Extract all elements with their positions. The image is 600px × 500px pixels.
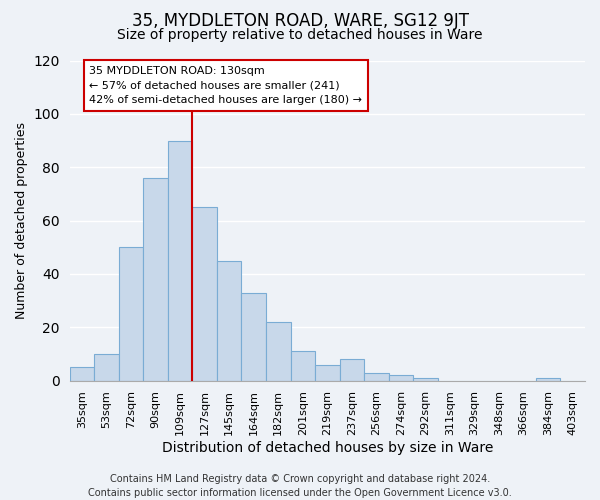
Bar xyxy=(168,140,193,380)
Bar xyxy=(70,368,94,380)
Bar xyxy=(340,360,364,380)
Bar xyxy=(119,247,143,380)
Text: Contains HM Land Registry data © Crown copyright and database right 2024.
Contai: Contains HM Land Registry data © Crown c… xyxy=(88,474,512,498)
X-axis label: Distribution of detached houses by size in Ware: Distribution of detached houses by size … xyxy=(161,441,493,455)
Bar xyxy=(241,292,266,380)
Bar xyxy=(413,378,438,380)
Bar xyxy=(143,178,168,380)
Text: Size of property relative to detached houses in Ware: Size of property relative to detached ho… xyxy=(117,28,483,42)
Bar xyxy=(266,322,290,380)
Text: 35, MYDDLETON ROAD, WARE, SG12 9JT: 35, MYDDLETON ROAD, WARE, SG12 9JT xyxy=(131,12,469,30)
Bar xyxy=(94,354,119,380)
Text: 35 MYDDLETON ROAD: 130sqm
← 57% of detached houses are smaller (241)
42% of semi: 35 MYDDLETON ROAD: 130sqm ← 57% of detac… xyxy=(89,66,362,106)
Bar xyxy=(290,352,315,380)
Bar xyxy=(389,376,413,380)
Bar xyxy=(315,364,340,380)
Bar xyxy=(193,207,217,380)
Y-axis label: Number of detached properties: Number of detached properties xyxy=(15,122,28,319)
Bar xyxy=(364,372,389,380)
Bar xyxy=(217,260,241,380)
Bar xyxy=(536,378,560,380)
